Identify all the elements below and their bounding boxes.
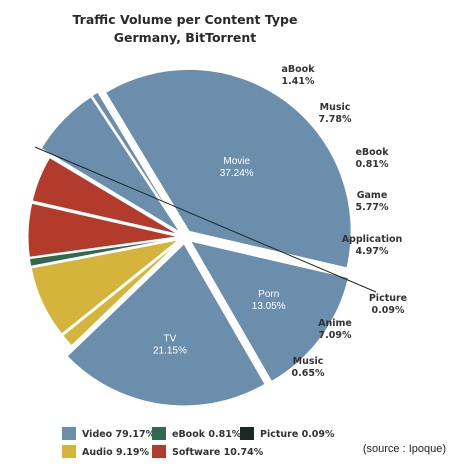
legend-label-software: Software 10.74% (172, 447, 264, 458)
picture-leader-line (34, 146, 377, 293)
chart-title-group: Traffic Volume per Content Type Germany,… (73, 12, 298, 45)
legend-label-ebook: eBook 0.81% (172, 429, 242, 440)
legend: Video 79.17% eBook 0.81% Picture 0.09% Audi… (62, 427, 335, 458)
pie-slice-music-8 (91, 91, 182, 232)
pie-slice-abook-1 (62, 241, 181, 347)
slice-label-value-1: 1.41% (282, 76, 315, 87)
legend-label-picture: Picture 0.09% (260, 429, 335, 440)
source-note: (source : Ipoque) (363, 443, 446, 455)
slice-label-name-8: Music (293, 356, 324, 367)
slice-label-name-2: Music (320, 102, 351, 113)
slice-label-value-2: 7.78% (319, 114, 352, 125)
slice-label-name-1: aBook (281, 64, 315, 75)
chart-title: Traffic Volume per Content Type (73, 12, 298, 27)
slice-label-name-6: Picture (369, 293, 407, 304)
pie-slice-ebook-3 (28, 237, 179, 267)
chart-subtitle: Germany, BitTorrent (114, 30, 256, 45)
pie-slice-porn-10 (189, 240, 350, 383)
slice-label-value-10: 13.05% (252, 301, 286, 312)
slice-label-value-5: 4.97% (356, 246, 389, 257)
slice-label-name-9: Movie (223, 156, 250, 167)
legend-swatch-video (62, 427, 76, 440)
pie-slice-game-4 (27, 202, 179, 258)
pie-slices (27, 68, 352, 407)
slice-label-name-4: Game (357, 190, 388, 201)
slice-label-value-0: 21.15% (153, 345, 187, 356)
slice-label-value-9: 37.24% (220, 168, 254, 179)
slice-label-name-7: Anime (318, 318, 352, 329)
pie-slice-movie-9 (104, 68, 352, 269)
slice-label-name-0: TV (164, 333, 177, 344)
slice-label-name-5: Application (342, 234, 403, 245)
legend-swatch-software (152, 445, 166, 458)
slice-label-name-3: eBook (355, 147, 389, 158)
slice-label-value-8: 0.65% (292, 368, 325, 379)
legend-label-video: Video 79.17% (82, 429, 156, 440)
slice-label-value-4: 5.77% (356, 202, 389, 213)
pie-slice-anime-7 (40, 96, 181, 233)
legend-swatch-ebook (152, 427, 166, 440)
slice-label-name-10: Porn (258, 289, 279, 300)
legend-label-audio: Audio 9.19% (82, 447, 149, 458)
legend-swatch-audio (62, 445, 76, 458)
pie-slice-application-5 (31, 156, 179, 235)
pie-outside-labels: aBook1.41%Music7.78%eBook0.81%Game5.77%A… (34, 64, 407, 379)
slice-label-value-6: 0.09% (372, 305, 405, 316)
pie-slice-tv-0 (66, 243, 266, 407)
pie-slice-music-2 (30, 239, 179, 335)
slice-label-value-7: 7.09% (319, 330, 352, 341)
legend-swatch-picture (240, 427, 254, 440)
slice-label-value-3: 0.81% (356, 159, 389, 170)
